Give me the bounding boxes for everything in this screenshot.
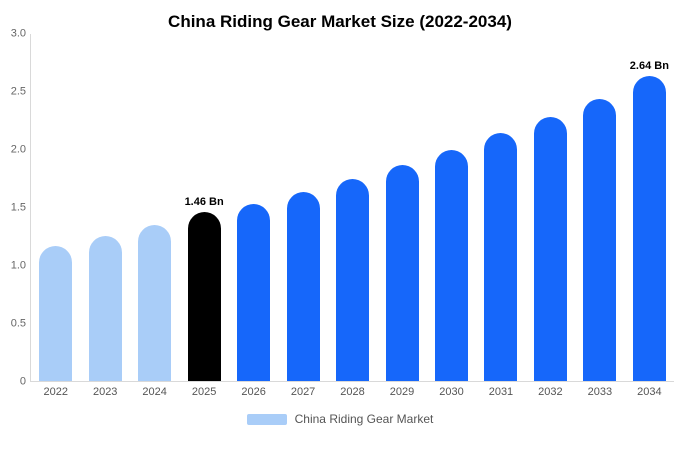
x-tick-label-2030: 2030: [439, 386, 464, 398]
bar-2031: [484, 133, 518, 381]
bar-cell-2023: [80, 34, 129, 381]
x-tick-label-2028: 2028: [340, 386, 365, 398]
bar-cell-2026: [229, 34, 278, 381]
x-tick-label-2032: 2032: [538, 386, 563, 398]
bar-value-label: 1.46 Bn: [184, 196, 224, 209]
bar-chart: 0 0.5 1.0 1.5 2.0 2.5 3.0 1.46 Bn 2.64 Bn: [2, 28, 674, 387]
x-tick-label-2026: 2026: [241, 386, 266, 398]
bar-2032: [533, 117, 567, 381]
y-tick-label: 1.0: [10, 259, 26, 272]
x-tick-label-2025: 2025: [191, 386, 217, 398]
bar-cell-2032: [526, 34, 575, 381]
bar-2033: [583, 98, 617, 381]
y-tick-label: 0: [19, 375, 26, 388]
bar-cell-2031: [476, 34, 525, 381]
x-tick-label-2023: 2023: [92, 386, 118, 398]
bar-2027: [286, 192, 320, 381]
x-tick-label-2031: 2031: [488, 386, 514, 398]
bar-2025: [187, 212, 221, 381]
legend-label: China Riding Gear Market: [294, 412, 434, 426]
bar-2028: [336, 178, 370, 381]
bar-cell-2028: [328, 34, 377, 381]
x-tick-label-2024: 2024: [142, 386, 167, 398]
y-tick-label: 3.0: [10, 27, 26, 40]
bar-2030: [434, 149, 468, 381]
x-tick-label-2027: 2027: [290, 386, 316, 398]
bar-value-label: 2.64 Bn: [629, 59, 669, 72]
x-axis: 2022 2023 2024 2025 2026 2027 2028 2029 2030 2031…: [31, 386, 674, 398]
bar-cell-2030: [427, 34, 476, 381]
bar-cell-2034: 2.64 Bn: [625, 34, 674, 381]
bar-2029: [385, 164, 419, 381]
bar-cell-2024: [130, 34, 179, 381]
bar-2023: [88, 236, 122, 381]
y-tick-label: 2.5: [10, 85, 26, 98]
bar-cell-2033: [575, 34, 624, 381]
bar-2022: [39, 245, 73, 381]
y-axis: 0 0.5 1.0 1.5 2.0 2.5 3.0: [2, 28, 30, 387]
y-tick-label: 1.5: [10, 201, 26, 214]
y-tick-label: 0.5: [10, 317, 26, 330]
bar-2024: [138, 224, 172, 381]
x-tick-label-2022: 2022: [43, 386, 68, 398]
bar-cell-2029: [377, 34, 426, 381]
legend: China Riding Gear Market: [0, 412, 680, 426]
plot-area: 1.46 Bn 2.64 Bn: [30, 34, 674, 382]
legend-swatch-icon: [246, 413, 287, 425]
x-tick-label-2033: 2033: [587, 386, 613, 398]
bar-2034: [632, 75, 666, 381]
y-tick-label: 2.0: [10, 143, 26, 156]
bar-cell-2022: [31, 34, 80, 381]
x-tick-label-2034: 2034: [637, 386, 662, 398]
chart-title: China Riding Gear Market Size (2022-2034…: [168, 12, 512, 31]
x-tick-label-2029: 2029: [389, 386, 415, 398]
bar-cell-2027: [278, 34, 327, 381]
bar-2026: [237, 204, 271, 381]
bar-cell-2025: 1.46 Bn: [179, 34, 228, 381]
